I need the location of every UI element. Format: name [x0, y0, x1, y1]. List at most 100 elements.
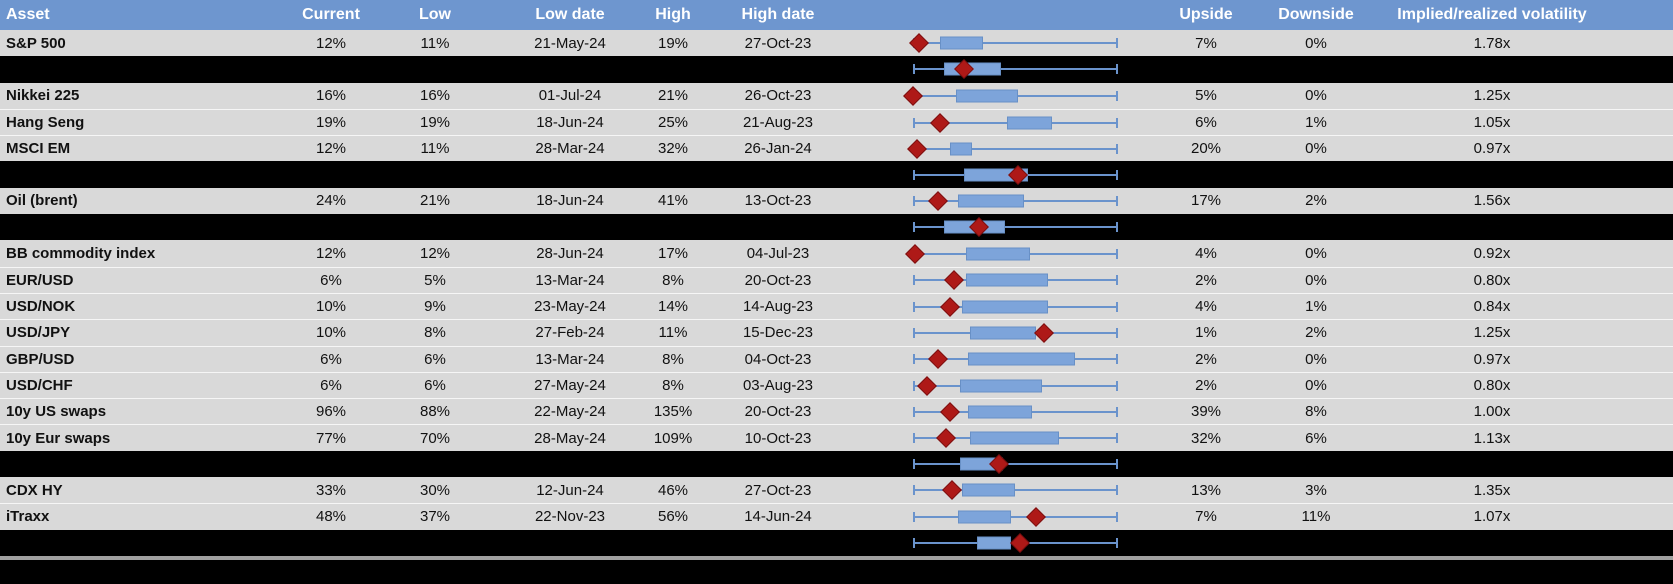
current-marker-icon: [903, 85, 923, 106]
low-date: 22-Nov-23: [534, 508, 606, 526]
asset-name: MSCI EM: [6, 140, 71, 158]
current-value: 24%: [315, 192, 347, 210]
column-header-high-date: High date: [741, 6, 815, 23]
upside-value: 4%: [1195, 245, 1217, 263]
downside-value: 6%: [1305, 429, 1327, 447]
whisker-cap-right: [1116, 222, 1118, 233]
high-value: 25%: [657, 114, 689, 132]
whisker-cap-right: [1116, 327, 1118, 338]
high-value: 109%: [653, 429, 693, 447]
whisker-cap-left: [913, 458, 915, 469]
table-row: [0, 450, 1673, 478]
high-date: 03-Aug-23: [742, 377, 814, 394]
current-value: 10%: [315, 324, 347, 342]
table-row: [0, 529, 1673, 556]
table-row: [0, 56, 1673, 83]
low-date: 21-May-24: [534, 34, 606, 52]
high-date: 04-Oct-23: [744, 350, 812, 368]
high-date: 27-Oct-23: [744, 481, 812, 499]
asset-name: Oil (brent): [6, 192, 78, 210]
whisker-cap-right: [1116, 143, 1118, 154]
whisker-line: [913, 515, 1118, 518]
whisker-cap-right: [1116, 90, 1118, 101]
high-date: 26-Oct-23: [744, 87, 812, 105]
upside-value: 1%: [1195, 324, 1217, 342]
table-row: USD/CHF 6% 6% 27-May-24 8% 03-Aug-23 2% …: [0, 371, 1673, 399]
low-value: 8%: [424, 324, 446, 342]
low-value: 9%: [424, 298, 446, 316]
table-row: Hang Seng 19% 19% 18-Jun-24 25% 21-Aug-2…: [0, 108, 1673, 136]
low-date: 23-May-24: [534, 298, 606, 316]
downside-value: 0%: [1305, 245, 1327, 263]
current-marker-icon: [942, 480, 962, 501]
upside-value: 32%: [1190, 429, 1222, 447]
current-value: 16%: [315, 87, 347, 105]
low-value: 6%: [424, 377, 446, 394]
downside-value: 0%: [1305, 34, 1327, 52]
upside-value: 2%: [1195, 271, 1217, 289]
whisker-cap-left: [913, 64, 915, 75]
downside-value: 0%: [1305, 377, 1327, 394]
low-date: 22-May-24: [534, 403, 606, 421]
whisker-cap-right: [1116, 169, 1118, 180]
whisker-cap-left: [913, 169, 915, 180]
upside-value: 7%: [1195, 508, 1217, 526]
table-row: S&P 500 12% 11% 21-May-24 19% 27-Oct-23 …: [0, 30, 1673, 57]
high-value: 46%: [657, 481, 689, 499]
current-value: 12%: [315, 34, 347, 52]
current-value: 48%: [315, 508, 347, 526]
asset-name: 10y Eur swaps: [6, 429, 111, 447]
implied-realized-vol: 1.56x: [1473, 192, 1511, 210]
low-date: 28-Mar-24: [535, 140, 605, 158]
box-range: [966, 273, 1049, 287]
whisker-cap-left: [913, 222, 915, 233]
current-value: 6%: [320, 377, 342, 394]
column-header-upside: Upside: [1179, 6, 1233, 23]
current-marker-icon: [909, 33, 930, 54]
table-row: Oil (brent) 24% 21% 18-Jun-24 41% 13-Oct…: [0, 187, 1673, 215]
current-marker-icon: [927, 349, 948, 370]
upside-value: 39%: [1190, 403, 1222, 421]
box-range: [949, 142, 973, 156]
table-row: BB commodity index 12% 12% 28-Jun-24 17%…: [0, 240, 1673, 267]
whisker-cap-right: [1116, 64, 1118, 75]
high-value: 21%: [657, 87, 689, 105]
implied-realized-vol: 1.25x: [1473, 324, 1511, 342]
downside-value: 0%: [1305, 350, 1327, 368]
table-row: EUR/USD 6% 5% 13-Mar-24 8% 20-Oct-23 2% …: [0, 266, 1673, 293]
current-value: 12%: [315, 140, 347, 158]
current-marker-icon: [1009, 532, 1030, 553]
footer-band: [0, 559, 1673, 584]
table-body: S&P 500 12% 11% 21-May-24 19% 27-Oct-23 …: [0, 30, 1673, 556]
low-date: 27-May-24: [534, 377, 606, 394]
current-value: 19%: [315, 114, 347, 132]
current-marker-icon: [935, 428, 956, 448]
whisker-cap-right: [1116, 38, 1118, 49]
asset-name: S&P 500: [6, 34, 66, 52]
box-range: [1007, 116, 1053, 130]
whisker-line: [913, 489, 1118, 492]
table-row: CDX HY 33% 30% 12-Jun-24 46% 27-Oct-23 1…: [0, 477, 1673, 504]
implied-realized-vol: 1.00x: [1473, 403, 1511, 421]
implied-realized-vol: 0.84x: [1473, 298, 1511, 316]
whisker-cap-right: [1116, 485, 1118, 496]
high-value: 32%: [657, 140, 689, 158]
whisker-cap-right: [1116, 537, 1118, 548]
current-marker-icon: [917, 375, 938, 396]
current-marker-icon: [939, 296, 960, 317]
current-marker-icon: [944, 270, 964, 291]
whisker-cap-left: [913, 327, 915, 338]
upside-value: 20%: [1190, 140, 1222, 158]
box-range: [958, 194, 1024, 208]
high-date: 20-Oct-23: [744, 271, 812, 289]
box-range: [970, 326, 1036, 340]
downside-value: 0%: [1305, 87, 1327, 105]
whisker-cap-left: [913, 275, 915, 286]
box-range: [968, 352, 1075, 366]
asset-name: BB commodity index: [6, 245, 156, 263]
upside-value: 5%: [1195, 87, 1217, 105]
whisker-cap-right: [1116, 511, 1118, 522]
asset-name: 10y US swaps: [6, 403, 107, 421]
current-value: 77%: [315, 429, 347, 447]
